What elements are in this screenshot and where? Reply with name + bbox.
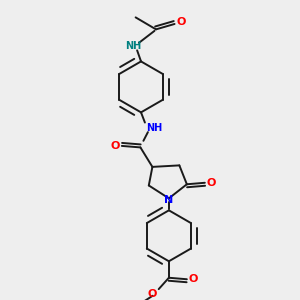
Text: NH: NH [125,41,142,51]
Text: NH: NH [146,123,162,133]
Text: N: N [164,195,173,205]
Text: O: O [207,178,216,188]
Text: O: O [147,289,157,298]
Text: O: O [189,274,198,284]
Text: O: O [176,17,186,28]
Text: O: O [111,141,120,151]
